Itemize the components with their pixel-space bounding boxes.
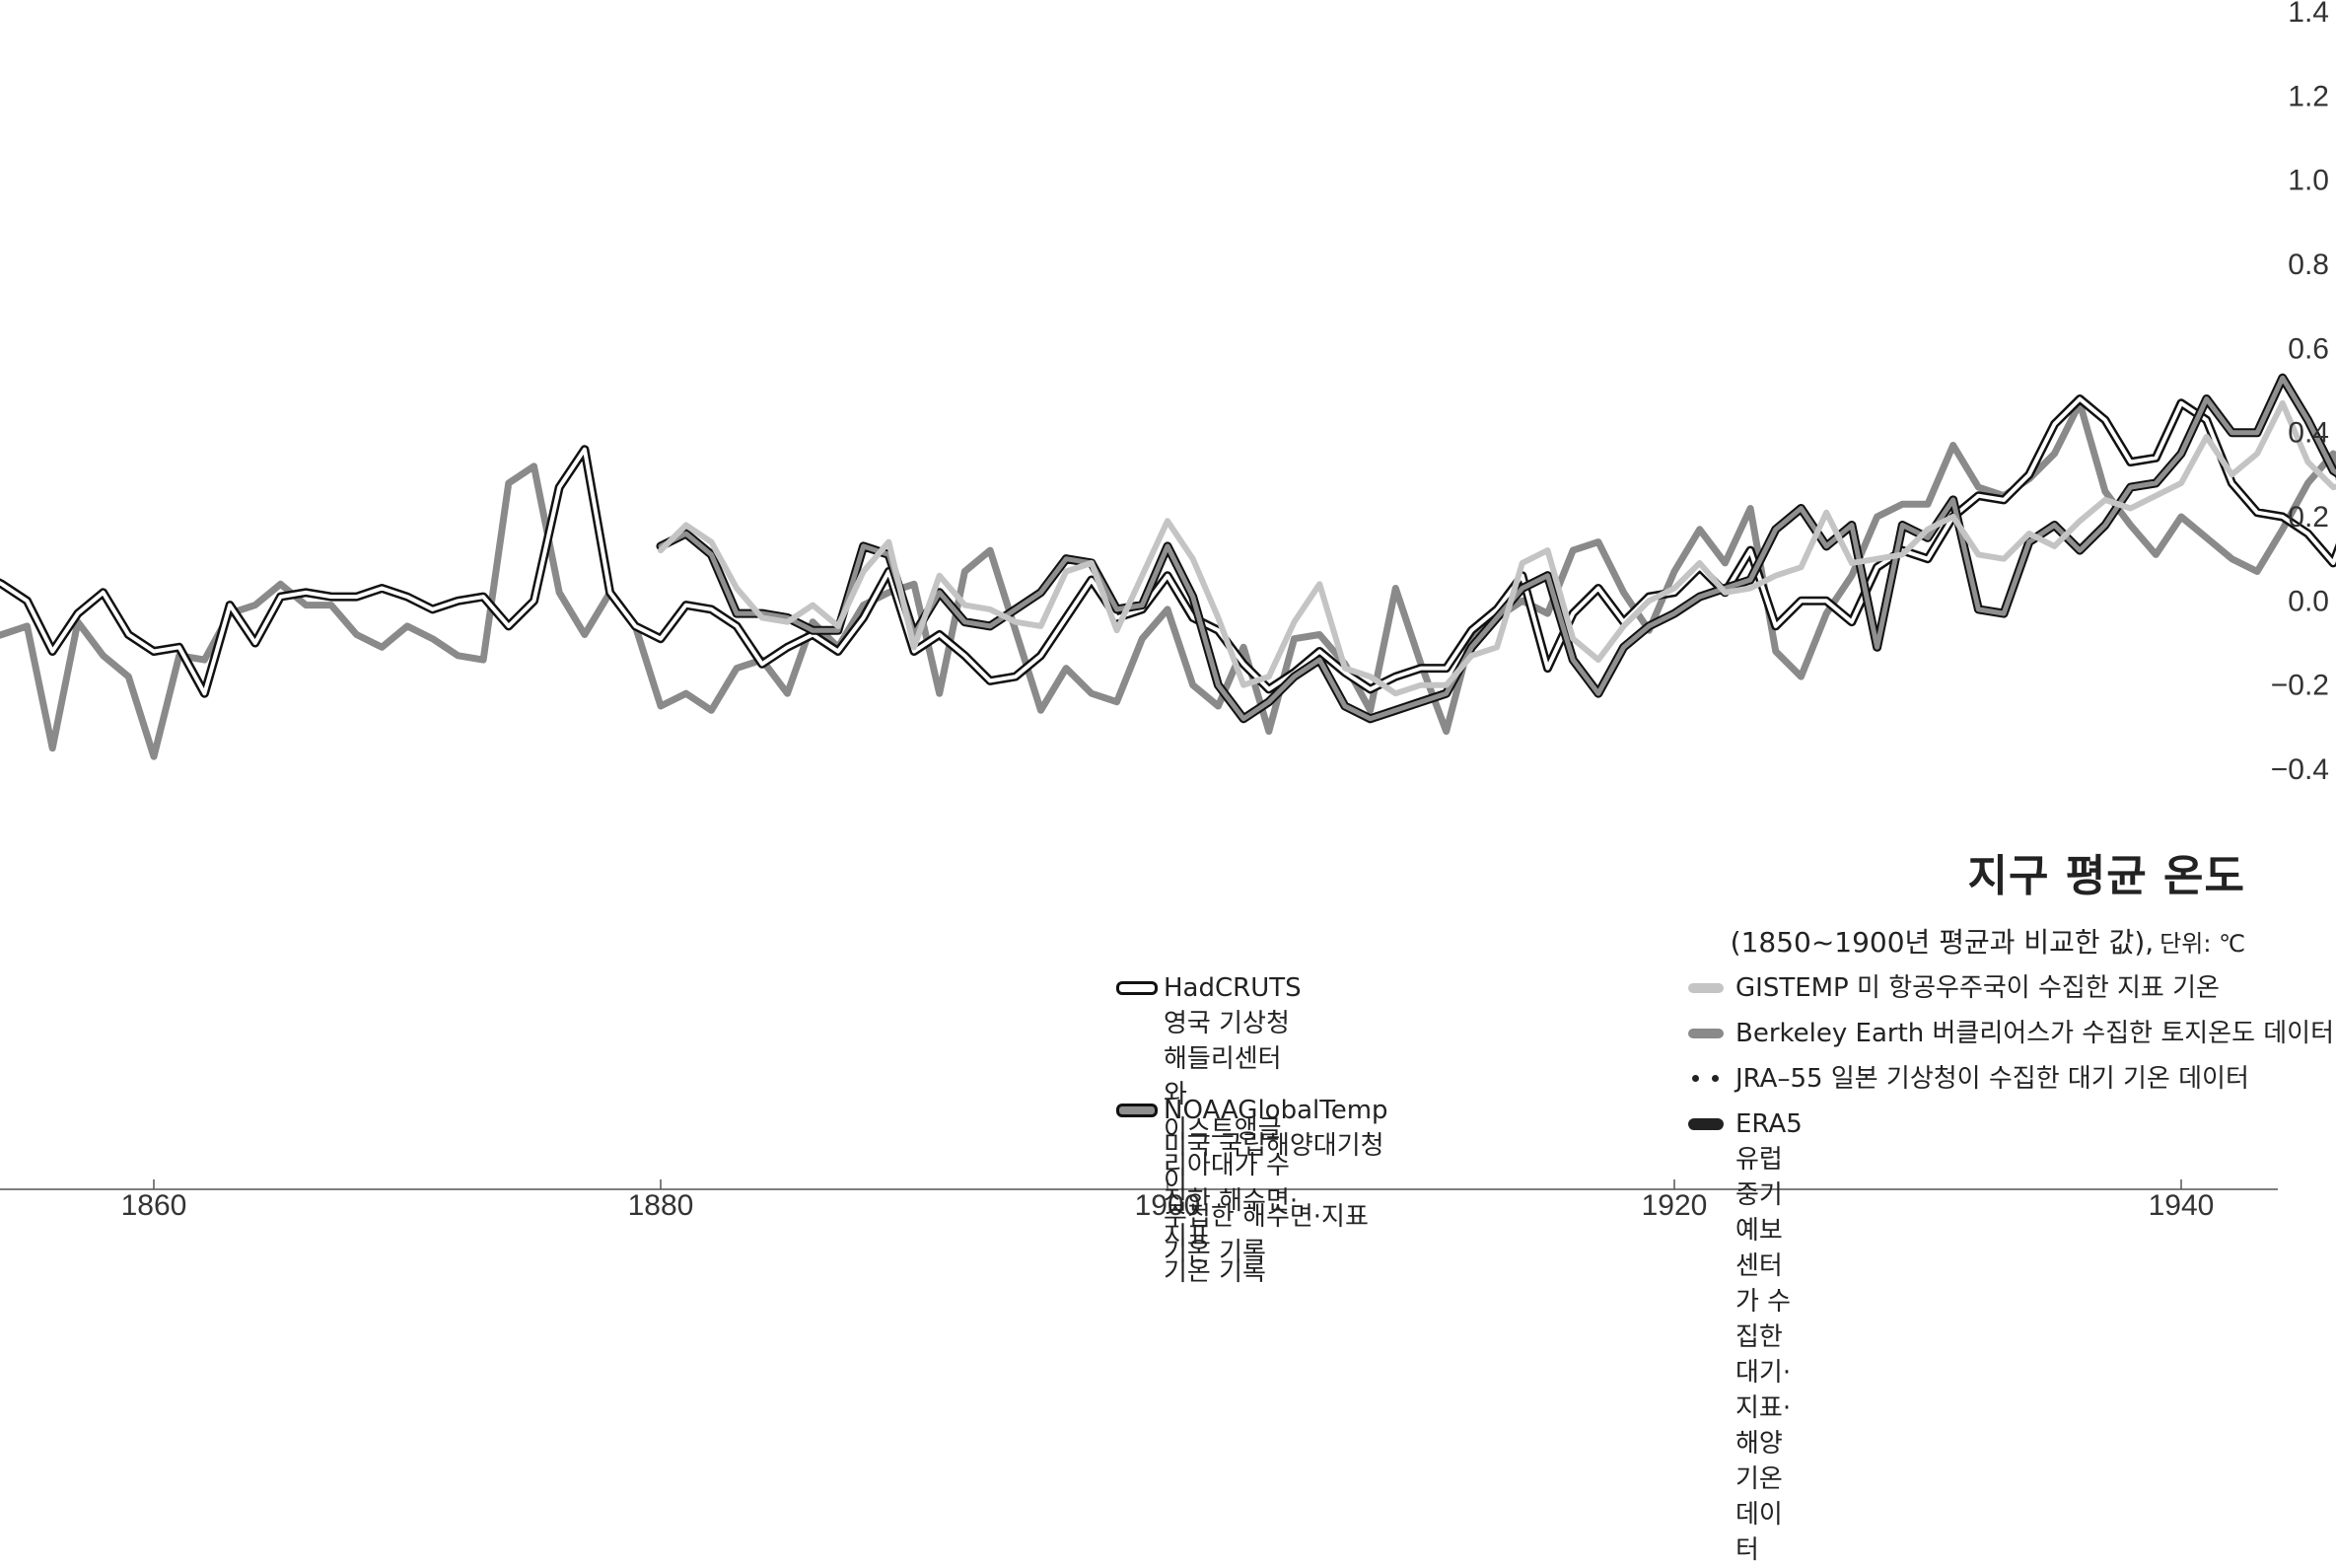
series-line-hadcruts-outline (0, 394, 2336, 698)
chart-title: 지구 평균 온도 (1967, 851, 2245, 901)
y-tick-label: 0.8 (2288, 249, 2329, 281)
y-tick-label: 0.0 (2288, 585, 2329, 617)
x-axis-ticks: 186018801900192019401960198020002020 (121, 1179, 2215, 1219)
legend-swatch-gistemp (1688, 983, 1724, 993)
legend-label-gistemp: GISTEMP 미 항공우주국이 수집한 지표 기온 (1735, 973, 2220, 1003)
legend-swatch-era5 (1688, 1118, 1724, 1130)
series-line-gistemp (658, 399, 2336, 697)
y-tick-label: 1.4 (2288, 0, 2329, 29)
y-tick-label: 0.4 (2288, 417, 2329, 450)
legend-swatch-hadcruts (1116, 981, 1158, 995)
x-tick-label: 1860 (121, 1189, 187, 1219)
legend-label-jra55: JRA–55 일본 기상청이 수집한 대기 기온 데이터 (1735, 1064, 2249, 1094)
legend-label-berkeley: Berkeley Earth 버클리어스가 수집한 토지온도 데이터 (1735, 1019, 2335, 1048)
y-tick-label: 1.2 (2288, 80, 2329, 112)
legend-label-noaa: NOAAGlobalTemp 미국 국립해양대기청이 수집한 해수면·지표 기온… (1164, 1096, 1388, 1267)
series-layer (0, 373, 2336, 760)
series-line-noaa (658, 375, 2336, 722)
y-tick-label: 0.2 (2288, 501, 2329, 534)
series-line-hadcruts (0, 396, 2336, 696)
chart-title-block: 지구 평균 온도 (1850~1900년 평균과 비교한 값), 단위: ℃ (1731, 840, 2245, 961)
x-tick-label: 1900 (1135, 1189, 1201, 1219)
y-tick-label: −0.2 (2271, 670, 2329, 702)
x-tick-label: 1920 (1642, 1189, 1708, 1219)
unit-label: 단위: ℃ (2159, 930, 2245, 958)
x-tick-label: 1940 (2149, 1189, 2215, 1219)
legend-swatch-jra55 (1688, 1073, 1724, 1085)
legend-swatch-berkeley (1688, 1029, 1724, 1038)
y-tick-label: −0.4 (2271, 753, 2329, 786)
legend-label-era5: ERA5 유럽중기예보센터가 수집한 대기·지표·해양 기온 데이터 (1735, 1109, 1803, 1565)
y-axis-ticks: 1.4 1.2 1.0 0.8 0.6 0.4 0.2 0.0 −0.2 −0.4 (2271, 0, 2329, 786)
chart-subtitle: (1850~1900년 평균과 비교한 값), 단위: ℃ (1731, 921, 2245, 961)
x-tick-label: 1880 (628, 1189, 694, 1219)
temperature-chart: 186018801900192019401960198020002020 1.4… (0, 0, 2336, 1219)
y-tick-label: 1.0 (2288, 165, 2329, 197)
series-line-berkeley (0, 399, 2336, 760)
y-tick-label: 0.6 (2288, 332, 2329, 365)
legend-swatch-noaa (1116, 1104, 1158, 1117)
chart-subtitle-text: (1850~1900년 평균과 비교한 값), (1730, 926, 2155, 959)
